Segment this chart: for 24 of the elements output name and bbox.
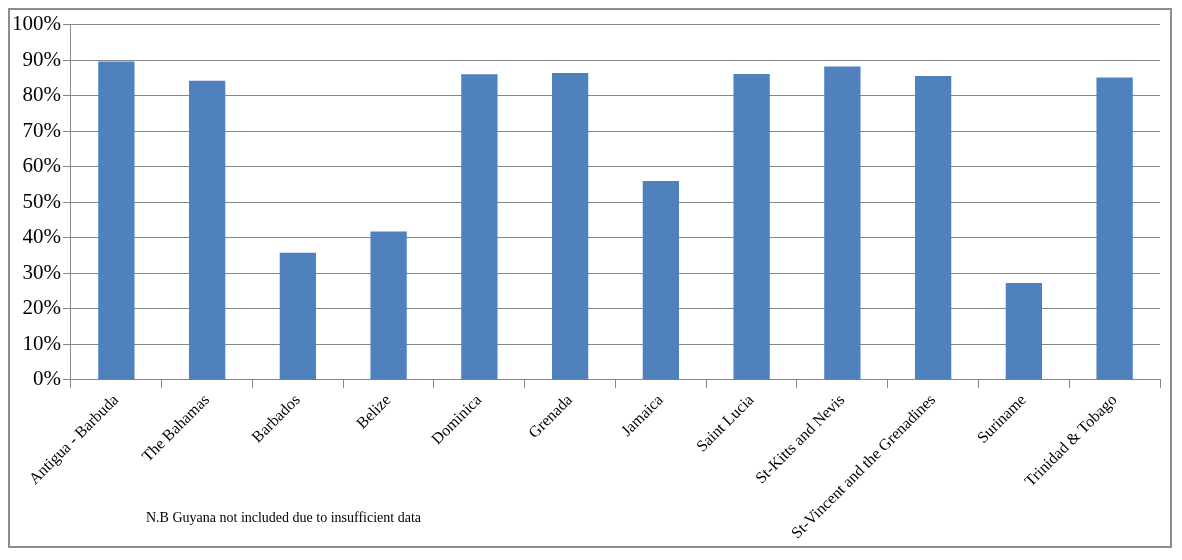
y-tick-label: 100%: [11, 11, 61, 36]
bar: [1005, 282, 1043, 380]
bar: [1096, 77, 1133, 380]
y-tick-label: 60%: [22, 153, 61, 178]
bar: [551, 72, 589, 380]
bar: [824, 66, 861, 380]
bar: [188, 80, 226, 380]
bar: [733, 73, 770, 380]
y-tick-label: 70%: [22, 117, 61, 142]
y-tick-label: 10%: [22, 330, 61, 355]
y-tick-label: 40%: [22, 224, 61, 249]
text: N.B Guyana not included due to insufficient data: [146, 509, 422, 525]
bar: [279, 252, 317, 380]
bar: [461, 74, 498, 380]
y-tick-label: 0%: [32, 366, 61, 391]
y-tick-label: 50%: [22, 188, 61, 213]
bar: [370, 231, 407, 380]
y-tick-label: 30%: [22, 259, 61, 284]
bar: [642, 180, 680, 380]
bar: [914, 76, 952, 380]
y-tick-label: 90%: [22, 46, 61, 71]
y-tick-label: 20%: [22, 295, 61, 320]
bar: [98, 61, 135, 380]
y-tick-label: 80%: [22, 82, 61, 107]
